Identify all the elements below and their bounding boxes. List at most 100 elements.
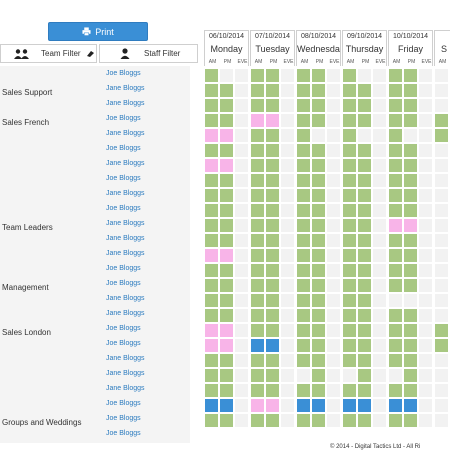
- schedule-cell[interactable]: [234, 68, 249, 83]
- schedule-cell[interactable]: [250, 158, 265, 173]
- schedule-cell[interactable]: [326, 218, 341, 233]
- schedule-cell[interactable]: [250, 218, 265, 233]
- schedule-cell[interactable]: [234, 308, 249, 323]
- schedule-cell[interactable]: [219, 173, 234, 188]
- schedule-cell[interactable]: [418, 173, 433, 188]
- schedule-cell[interactable]: [372, 398, 387, 413]
- schedule-cell[interactable]: [219, 143, 234, 158]
- schedule-cell[interactable]: [357, 293, 372, 308]
- schedule-cell[interactable]: [388, 218, 403, 233]
- schedule-cell[interactable]: [234, 203, 249, 218]
- schedule-cell[interactable]: [280, 278, 295, 293]
- schedule-cell[interactable]: [388, 188, 403, 203]
- schedule-cell[interactable]: [265, 413, 280, 428]
- schedule-cell[interactable]: [296, 368, 311, 383]
- schedule-cell[interactable]: [342, 143, 357, 158]
- schedule-cell[interactable]: [388, 413, 403, 428]
- schedule-cell[interactable]: [296, 308, 311, 323]
- schedule-cell[interactable]: [357, 368, 372, 383]
- schedule-cell[interactable]: [311, 353, 326, 368]
- schedule-cell[interactable]: [219, 203, 234, 218]
- schedule-cell[interactable]: [280, 368, 295, 383]
- schedule-cell[interactable]: [326, 188, 341, 203]
- schedule-cell[interactable]: [250, 188, 265, 203]
- schedule-cell[interactable]: [342, 263, 357, 278]
- schedule-cell[interactable]: [342, 308, 357, 323]
- schedule-cell[interactable]: [296, 128, 311, 143]
- schedule-cell[interactable]: [388, 233, 403, 248]
- schedule-cell[interactable]: [342, 218, 357, 233]
- staff-name[interactable]: Jane Bloggs: [106, 160, 145, 167]
- schedule-cell[interactable]: [219, 383, 234, 398]
- schedule-cell[interactable]: [234, 353, 249, 368]
- schedule-cell[interactable]: [234, 83, 249, 98]
- schedule-cell[interactable]: [388, 143, 403, 158]
- staff-filter-button[interactable]: Staff Filter: [99, 44, 198, 63]
- schedule-cell[interactable]: [388, 248, 403, 263]
- staff-name[interactable]: Joe Bloggs: [106, 115, 141, 122]
- schedule-cell[interactable]: [372, 293, 387, 308]
- schedule-cell[interactable]: [342, 83, 357, 98]
- schedule-cell[interactable]: [403, 248, 418, 263]
- schedule-cell[interactable]: [418, 98, 433, 113]
- schedule-cell[interactable]: [388, 263, 403, 278]
- schedule-cell[interactable]: [219, 98, 234, 113]
- schedule-cell[interactable]: [296, 383, 311, 398]
- schedule-cell[interactable]: [204, 143, 219, 158]
- schedule-cell[interactable]: [280, 308, 295, 323]
- schedule-cell[interactable]: [418, 128, 433, 143]
- schedule-cell[interactable]: [388, 398, 403, 413]
- schedule-cell[interactable]: [434, 83, 449, 98]
- schedule-cell[interactable]: [265, 128, 280, 143]
- schedule-cell[interactable]: [250, 383, 265, 398]
- schedule-cell[interactable]: [418, 143, 433, 158]
- schedule-cell[interactable]: [265, 323, 280, 338]
- schedule-cell[interactable]: [204, 323, 219, 338]
- schedule-cell[interactable]: [265, 338, 280, 353]
- schedule-cell[interactable]: [326, 98, 341, 113]
- schedule-cell[interactable]: [326, 398, 341, 413]
- schedule-cell[interactable]: [372, 353, 387, 368]
- schedule-cell[interactable]: [418, 413, 433, 428]
- schedule-cell[interactable]: [357, 413, 372, 428]
- schedule-cell[interactable]: [372, 128, 387, 143]
- team-filter-button[interactable]: Team Filter: [0, 44, 97, 63]
- schedule-cell[interactable]: [296, 233, 311, 248]
- staff-name[interactable]: Jane Bloggs: [106, 355, 145, 362]
- schedule-cell[interactable]: [342, 323, 357, 338]
- schedule-cell[interactable]: [311, 383, 326, 398]
- schedule-cell[interactable]: [326, 308, 341, 323]
- schedule-cell[interactable]: [265, 98, 280, 113]
- schedule-cell[interactable]: [418, 233, 433, 248]
- schedule-cell[interactable]: [342, 413, 357, 428]
- schedule-cell[interactable]: [434, 233, 449, 248]
- schedule-cell[interactable]: [265, 83, 280, 98]
- schedule-cell[interactable]: [234, 398, 249, 413]
- schedule-cell[interactable]: [403, 263, 418, 278]
- schedule-cell[interactable]: [403, 68, 418, 83]
- schedule-cell[interactable]: [250, 113, 265, 128]
- staff-name[interactable]: Jane Bloggs: [106, 130, 145, 137]
- schedule-cell[interactable]: [234, 383, 249, 398]
- schedule-cell[interactable]: [388, 113, 403, 128]
- schedule-cell[interactable]: [219, 113, 234, 128]
- schedule-cell[interactable]: [326, 173, 341, 188]
- schedule-cell[interactable]: [342, 383, 357, 398]
- schedule-cell[interactable]: [219, 278, 234, 293]
- schedule-cell[interactable]: [219, 128, 234, 143]
- schedule-cell[interactable]: [311, 323, 326, 338]
- schedule-cell[interactable]: [357, 83, 372, 98]
- schedule-cell[interactable]: [418, 278, 433, 293]
- schedule-cell[interactable]: [280, 113, 295, 128]
- schedule-cell[interactable]: [296, 203, 311, 218]
- schedule-cell[interactable]: [250, 83, 265, 98]
- schedule-cell[interactable]: [434, 68, 449, 83]
- schedule-cell[interactable]: [372, 188, 387, 203]
- schedule-cell[interactable]: [219, 338, 234, 353]
- schedule-cell[interactable]: [342, 98, 357, 113]
- schedule-cell[interactable]: [219, 308, 234, 323]
- schedule-cell[interactable]: [204, 98, 219, 113]
- schedule-cell[interactable]: [219, 188, 234, 203]
- schedule-cell[interactable]: [219, 68, 234, 83]
- schedule-cell[interactable]: [372, 233, 387, 248]
